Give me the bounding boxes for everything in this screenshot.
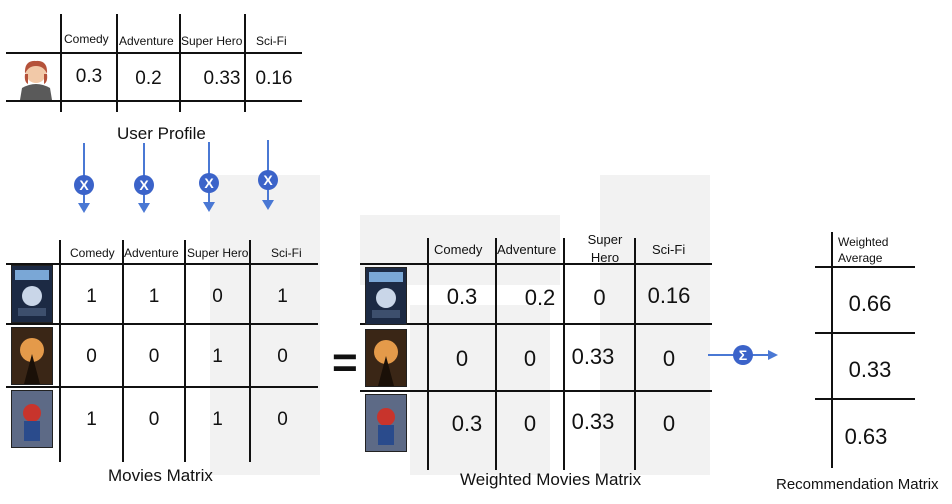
weighted-cell: 0.2	[524, 285, 556, 310]
movies-header-super-hero: Super Hero	[187, 246, 249, 260]
weighted-cell: 0	[523, 411, 537, 436]
movie-poster-icon	[365, 394, 407, 452]
weighted-cell: 0.3	[446, 284, 478, 309]
user-value-adventure: 0.2	[135, 68, 162, 89]
movie-poster-icon	[365, 267, 407, 325]
weighted-cell: 0	[662, 346, 676, 371]
weighted-cell: 0	[455, 346, 469, 371]
weighted-header-comedy: Comedy	[434, 242, 483, 257]
movies-cell: 0	[212, 286, 223, 307]
movies-header-adventure: Adventure	[124, 246, 179, 260]
user-value-comedy: 0.3	[75, 66, 103, 87]
movies-cell: 1	[86, 409, 97, 430]
weighted-header-adventure: Adventure	[497, 242, 557, 257]
arrow-right-icon	[768, 350, 778, 360]
weighted-header-super-hero: Super Hero	[587, 232, 623, 265]
movies-cell: 1	[212, 346, 223, 367]
weighted-movies-matrix-caption: Weighted Movies Matrix	[460, 470, 642, 489]
movies-cell: 0	[86, 346, 97, 367]
movies-cell: 1	[86, 286, 97, 307]
movies-cell: 0	[277, 346, 288, 367]
weighted-header-sci-fi: Sci-Fi	[652, 242, 686, 257]
weighted-cell: 0	[662, 411, 676, 436]
multiply-icon: X	[74, 175, 94, 195]
movies-cell: 1	[277, 286, 288, 307]
weighted-cell: 0.33	[571, 409, 615, 434]
movies-matrix-caption: Movies Matrix	[108, 466, 213, 485]
user-header-sci-fi: Sci-Fi	[256, 34, 287, 48]
movie-poster-icon	[11, 327, 53, 385]
movies-cell: 1	[212, 409, 223, 430]
user-header-super-hero: Super Hero	[181, 34, 243, 48]
recommendation-value: 0.33	[848, 357, 892, 382]
movies-cell: 0	[148, 346, 160, 367]
sum-icon: Σ	[733, 345, 753, 365]
movies-header-sci-fi: Sci-Fi	[271, 246, 302, 260]
weighted-cell: 0.3	[451, 411, 483, 436]
arrow-down-icon	[78, 203, 90, 213]
recommendation-value: 0.63	[844, 424, 888, 449]
multiply-icon: X	[258, 170, 278, 190]
multiply-icon: X	[134, 175, 154, 195]
user-value-super-hero: 0.33	[203, 68, 241, 89]
user-avatar-icon	[20, 60, 52, 100]
movie-poster-icon	[11, 265, 53, 323]
user-header-comedy: Comedy	[64, 32, 109, 46]
weighted-cell: 0.33	[571, 344, 615, 369]
weighted-cell: 0	[593, 285, 606, 310]
movie-poster-icon	[11, 390, 53, 448]
multiply-icon: X	[199, 173, 219, 193]
recommendation-value: 0.66	[848, 291, 892, 316]
user-header-adventure: Adventure	[119, 34, 174, 48]
movies-cell: 1	[148, 286, 160, 307]
user-profile-caption: User Profile	[117, 124, 206, 143]
recommendation-matrix-caption: Recommendation Matrix	[776, 476, 939, 493]
movies-header-comedy: Comedy	[70, 246, 115, 260]
movies-cell: 0	[148, 409, 160, 430]
user-value-sci-fi: 0.16	[255, 68, 293, 89]
movies-cell: 0	[277, 409, 288, 430]
arrow-down-icon	[138, 203, 150, 213]
arrow-down-icon	[262, 200, 274, 210]
movie-poster-icon	[365, 329, 407, 387]
weighted-cell: 0	[523, 346, 537, 371]
equals-sign: =	[332, 338, 358, 387]
arrow-down-icon	[203, 202, 215, 212]
weighted-cell: 0.16	[647, 283, 691, 308]
recommendation-header: Weighted Average	[838, 235, 889, 265]
